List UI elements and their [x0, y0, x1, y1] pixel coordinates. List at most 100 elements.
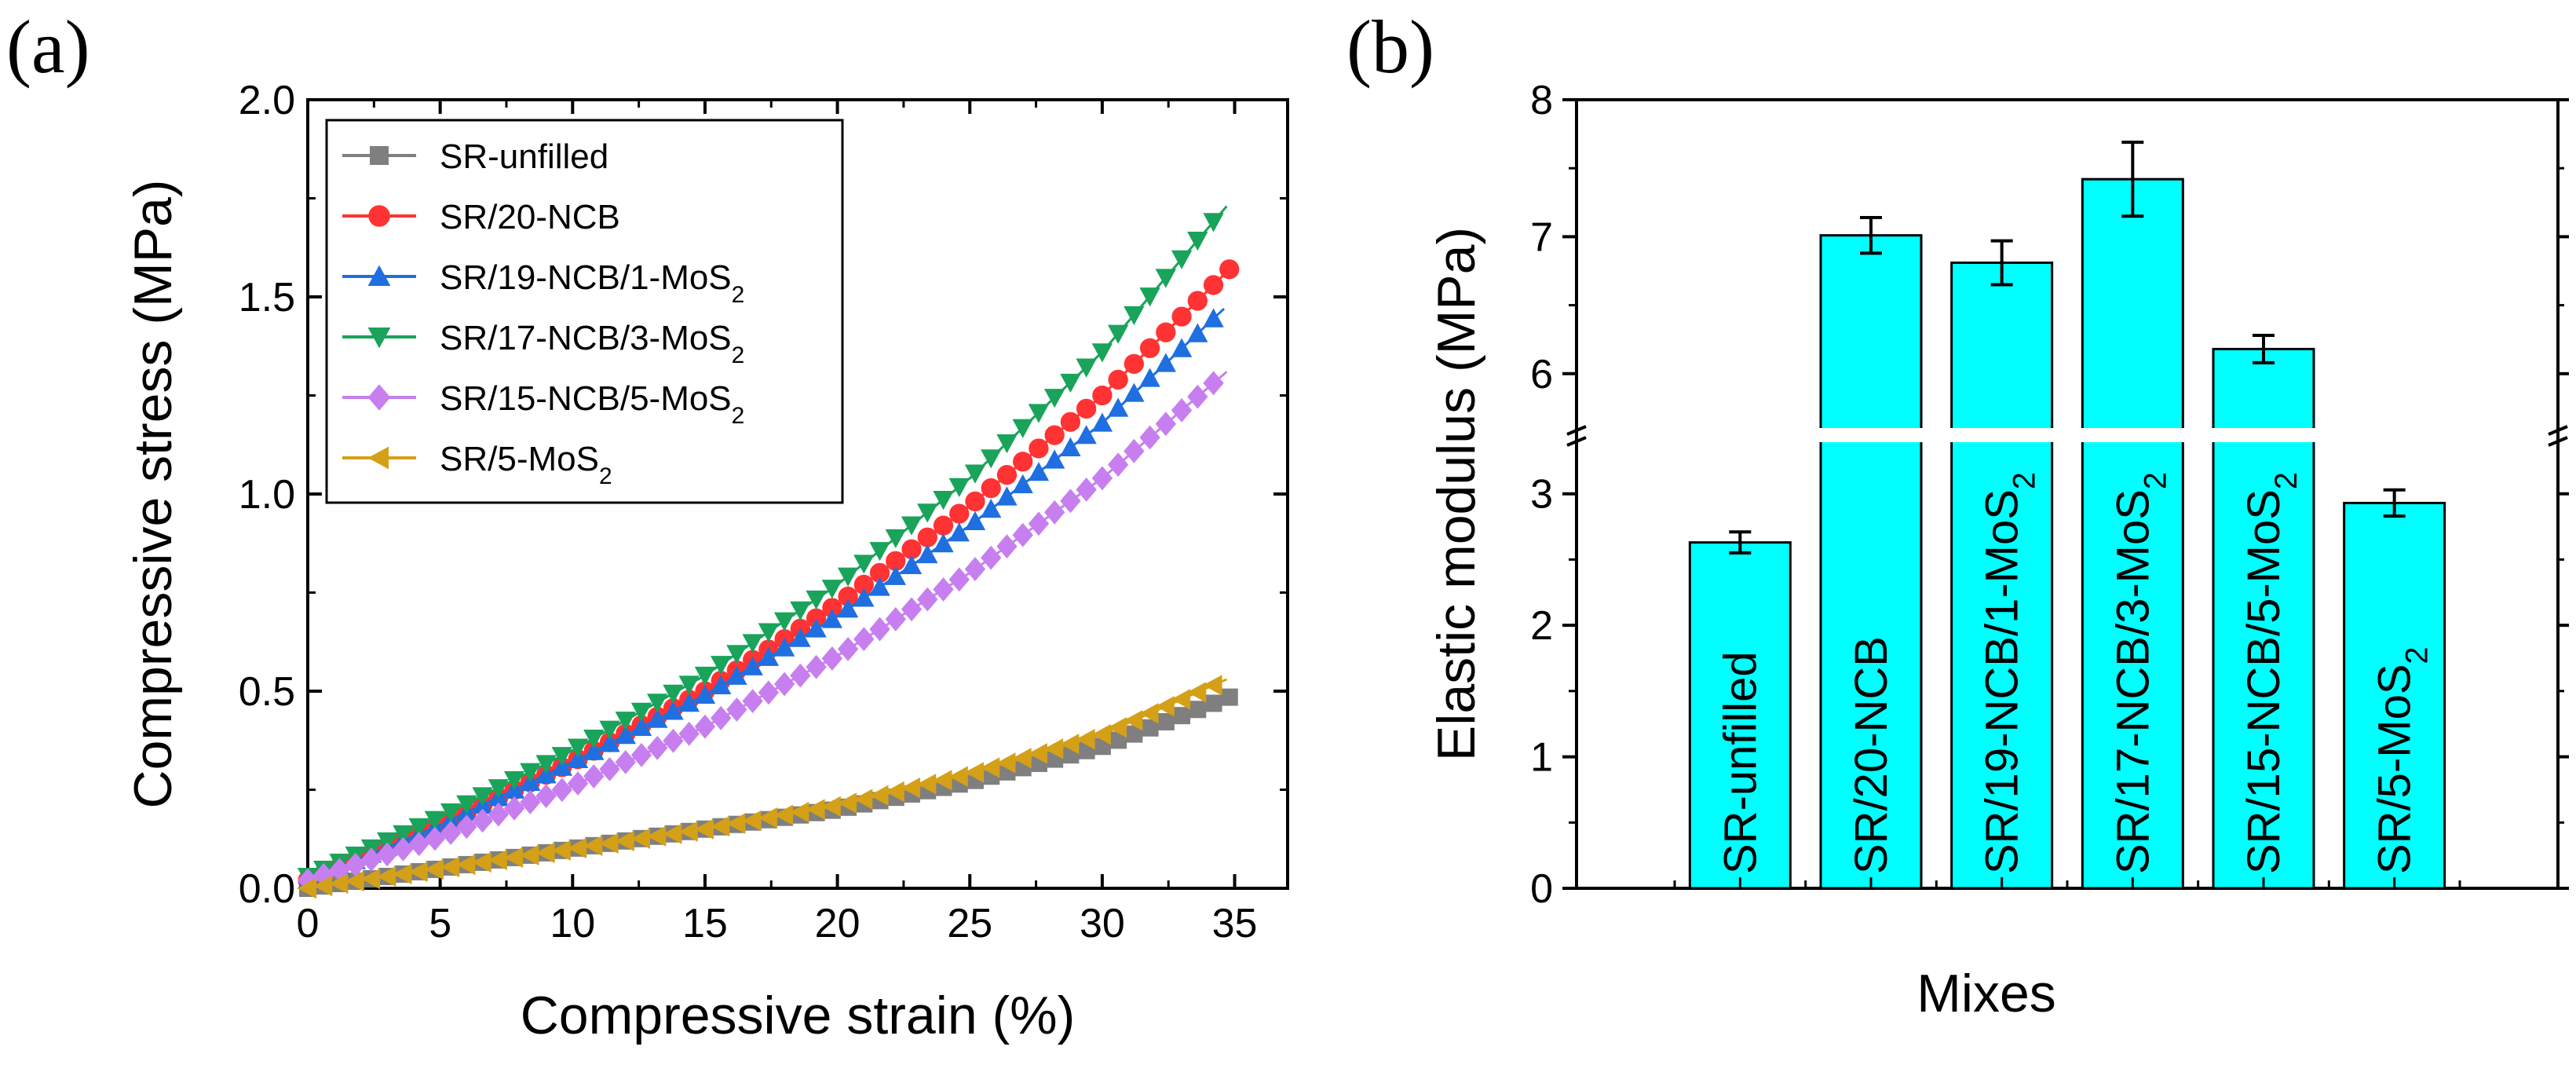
data-point [615, 830, 634, 851]
data-point [440, 856, 460, 878]
data-point [488, 802, 510, 827]
bar-category-label: SR/20-NCB [1846, 636, 1897, 874]
data-point [329, 858, 350, 883]
data-point [1187, 323, 1208, 342]
data-point [615, 725, 636, 745]
data-point [1171, 398, 1193, 423]
data-point [551, 747, 573, 767]
data-point [1091, 466, 1113, 491]
data-point [503, 796, 525, 821]
data-point [1203, 371, 1224, 396]
panel-a-ticks: 0 5 10 15 20 25 30 35 0.0 0.5 1.0 1.5 2.0 [239, 78, 1288, 946]
data-point [488, 849, 507, 871]
series-sr-5-mos [297, 675, 1228, 899]
data-point [1155, 696, 1175, 717]
data-point [742, 656, 763, 675]
data-point [647, 708, 668, 728]
bar [1688, 541, 1792, 890]
data-point [1060, 489, 1081, 514]
x-tick-label: 35 [1212, 901, 1258, 946]
data-point [424, 858, 444, 880]
data-point [726, 665, 747, 685]
data-point [949, 503, 970, 524]
data-point [1108, 369, 1128, 390]
data-point [424, 811, 446, 830]
data-point [1187, 384, 1208, 409]
legend-label: SR/15-NCB/5-MoS2 [440, 379, 744, 429]
data-point [948, 766, 968, 787]
data-point [1187, 682, 1207, 703]
bar-group: SR-unfilled [1688, 530, 1792, 890]
data-point [1173, 707, 1191, 725]
legend-marker [367, 446, 389, 470]
data-point [345, 870, 364, 892]
bar-category-label: SR/19-NCB/1-MoS2 [1977, 472, 2042, 874]
data-point [1139, 338, 1160, 358]
data-point [393, 825, 414, 844]
data-point [503, 847, 524, 869]
data-point [663, 701, 684, 720]
data-point [853, 574, 874, 595]
data-point [1139, 368, 1160, 387]
data-point [742, 689, 763, 714]
data-point [965, 491, 985, 512]
data-point [520, 789, 541, 814]
data-point [996, 752, 1016, 774]
y-tick-label: 0.5 [239, 669, 295, 715]
data-point [822, 598, 842, 618]
data-point [853, 587, 875, 607]
bar-break-gap [1949, 428, 2054, 442]
data-point [821, 580, 843, 599]
data-point [981, 757, 1000, 778]
data-point [837, 598, 859, 618]
data-point [1107, 324, 1129, 344]
data-point [773, 637, 795, 657]
bar-category-label: SR/17-NCB/3-MoS2 [2107, 472, 2172, 874]
data-point [1171, 689, 1191, 710]
data-point [806, 608, 827, 628]
data-point [806, 618, 827, 638]
data-point [1060, 437, 1081, 456]
data-point [869, 562, 890, 584]
data-point [1156, 712, 1175, 730]
data-point [821, 609, 843, 628]
bar-break-gap [1819, 428, 1923, 442]
data-point [885, 529, 906, 549]
data-point [615, 749, 636, 774]
y-tick-label: 1.5 [239, 275, 295, 320]
data-point [837, 567, 859, 587]
axis-break-mark [1566, 425, 1587, 436]
data-point [1012, 419, 1033, 438]
data-point [472, 808, 493, 833]
data-point [964, 511, 986, 530]
data-point [567, 771, 589, 796]
data-point [901, 777, 921, 799]
y-tick-label: 3 [1530, 472, 1553, 518]
data-point [1220, 688, 1238, 706]
data-point [1091, 343, 1113, 363]
panel-b-x-axis-title: Mixes [1916, 964, 2056, 1023]
data-point [948, 567, 970, 592]
bar-group: SR/17-NCB/3-MoS2 [2081, 141, 2185, 890]
data-point [1124, 710, 1143, 731]
data-point [440, 821, 462, 845]
data-point [885, 565, 906, 585]
y-tick-label: 2 [1530, 603, 1553, 649]
data-point [567, 738, 589, 758]
data-point [360, 868, 380, 890]
data-point [869, 576, 890, 596]
data-point [901, 539, 922, 559]
data-point [551, 840, 571, 862]
series-sr-15-ncb-5-mos [297, 371, 1228, 893]
panel-a-y-axis-title: Compressive stress (MPa) [123, 179, 183, 808]
panel-b-bars: SR-unfilled SR/20-NCB SR/19-NCB/1-MoS2 SR/1… [1673, 141, 2461, 890]
data-point [408, 832, 429, 856]
data-point [1171, 338, 1193, 357]
panel-a-label: (a) [6, 5, 90, 89]
data-point [1044, 425, 1065, 445]
axis-break-mark [1566, 436, 1587, 447]
data-point [917, 503, 938, 523]
data-point [1076, 425, 1097, 445]
data-point [981, 478, 1001, 499]
data-point [472, 787, 493, 807]
